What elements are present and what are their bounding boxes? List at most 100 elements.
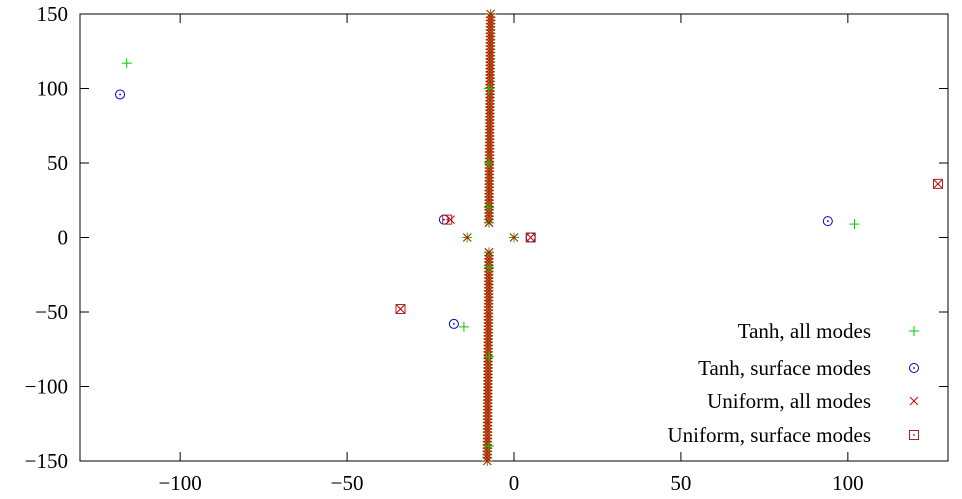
uniform-all-point-band xyxy=(483,325,493,334)
uniform-surface-point xyxy=(442,214,453,225)
uniform-all-point-band xyxy=(483,395,493,405)
uniform-all-point-band xyxy=(483,398,493,408)
uniform-all-point-band xyxy=(483,331,493,341)
uniform-all-point-band xyxy=(485,77,495,86)
uniform-all-point-band xyxy=(484,315,493,325)
tanh-all-point xyxy=(458,321,469,332)
uniform-all-point-band xyxy=(486,38,495,48)
uniform-all-point-band xyxy=(485,80,495,89)
uniform-all-point-band xyxy=(483,408,493,418)
uniform-all-point-band xyxy=(483,350,493,360)
uniform-all-point-band xyxy=(485,96,495,106)
uniform-all-point-band xyxy=(483,437,492,447)
uniform-all-point-band xyxy=(483,366,493,376)
uniform-all-point-band xyxy=(484,189,494,199)
uniform-all-point-band xyxy=(485,48,495,57)
uniform-all-point-band xyxy=(485,131,495,141)
uniform-all-point-band xyxy=(484,280,494,289)
uniform-all-point-band xyxy=(483,440,492,450)
uniform-all-point-band xyxy=(486,12,495,22)
tanh-all-point xyxy=(483,351,494,362)
uniform-all-point-band xyxy=(484,273,494,283)
x-tick-label: 100 xyxy=(832,471,864,495)
uniform-all-point-band xyxy=(484,299,493,309)
y-tick-label: −50 xyxy=(35,300,68,324)
uniform-all-point-band xyxy=(483,363,493,373)
uniform-all-point-band xyxy=(483,424,492,434)
uniform-all-point-band xyxy=(485,141,494,150)
uniform-all-point-band xyxy=(484,312,493,321)
y-tick-label: 50 xyxy=(47,151,68,175)
uniform-all-point-band xyxy=(483,353,493,363)
uniform-all-point-band xyxy=(486,19,495,28)
uniform-all-point-band xyxy=(484,182,494,192)
uniform-all-point-band xyxy=(483,369,493,379)
uniform-all-point-band xyxy=(484,195,494,205)
uniform-all-point-band xyxy=(483,357,493,366)
uniform-all-point-band xyxy=(483,328,493,337)
uniform-all-point-band xyxy=(484,270,494,280)
uniform-all-point-band xyxy=(485,134,494,144)
uniform-all-point-band xyxy=(485,44,495,54)
uniform-all-point-band xyxy=(483,418,492,427)
legend-label: Tanh, surface modes xyxy=(698,356,871,380)
uniform-all-point-band xyxy=(486,28,495,38)
legend-label: Uniform, surface modes xyxy=(667,423,871,447)
tanh-surface-point xyxy=(115,89,126,100)
uniform-all-point-band xyxy=(485,125,495,134)
uniform-all-point-band xyxy=(484,321,493,331)
y-tick-label: −150 xyxy=(25,449,68,473)
uniform-all-point-band xyxy=(485,64,495,73)
uniform-all-point xyxy=(462,233,472,242)
uniform-all-point-band xyxy=(484,208,494,218)
uniform-all-point-band xyxy=(483,414,492,424)
uniform-all-point-band xyxy=(482,456,492,466)
uniform-all-point-band xyxy=(484,192,494,202)
legend: Tanh, all modes Tanh, surface modes Unifor… xyxy=(667,319,919,447)
uniform-all-point-band xyxy=(485,105,495,115)
uniform-all-point-band xyxy=(483,411,493,421)
uniform-all-point-band xyxy=(486,22,495,32)
uniform-all-point-band xyxy=(484,179,494,189)
uniform-all-point-band xyxy=(485,118,495,128)
uniform-all-point xyxy=(484,248,494,257)
uniform-surface-point xyxy=(395,304,406,315)
data-marks xyxy=(115,9,943,466)
uniform-all-point-band xyxy=(483,334,493,344)
uniform-all-point-band xyxy=(485,112,495,122)
uniform-surface-point xyxy=(525,232,536,243)
uniform-all-point-band xyxy=(485,121,495,131)
uniform-all-point-band xyxy=(486,25,495,35)
tanh-all-point xyxy=(849,219,860,230)
uniform-all-point xyxy=(446,215,455,224)
uniform-all-point-band xyxy=(485,73,495,83)
axis-tick-labels: −100 −50 0 50 100 150 100 50 0 −50 −100 −150 xyxy=(25,2,864,495)
uniform-all-point-band xyxy=(485,89,495,99)
tanh-all-point xyxy=(483,158,494,168)
x-tick-label: 50 xyxy=(670,471,691,495)
uniform-all-point-band xyxy=(485,109,495,118)
uniform-all-point-band xyxy=(485,99,495,109)
uniform-all-point-band xyxy=(485,83,495,93)
uniform-all-point-band xyxy=(484,186,494,195)
uniform-all-point-band xyxy=(484,302,493,312)
uniform-all-point-band xyxy=(484,309,493,318)
uniform-all-point-band xyxy=(483,379,493,389)
uniform-all-point-band xyxy=(483,347,493,357)
uniform-all-point-band xyxy=(483,337,493,347)
uniform-all-point-band xyxy=(485,102,495,112)
uniform-all-point-band xyxy=(483,373,493,382)
uniform-all-point-band xyxy=(486,16,495,25)
uniform-all-point-band xyxy=(484,292,493,302)
uniform-all-point-band xyxy=(485,60,495,70)
uniform-all-point-band xyxy=(485,128,495,138)
uniform-all-point-band xyxy=(485,57,495,67)
uniform-all-point-band xyxy=(483,421,492,431)
uniform-all-point-band xyxy=(485,54,495,64)
uniform-all-point-band xyxy=(485,166,494,176)
uniform-all-point-band xyxy=(485,93,495,102)
uniform-all-point-band xyxy=(485,70,495,80)
uniform-all-point-band xyxy=(484,318,493,328)
uniform-all-point-band xyxy=(486,9,495,19)
